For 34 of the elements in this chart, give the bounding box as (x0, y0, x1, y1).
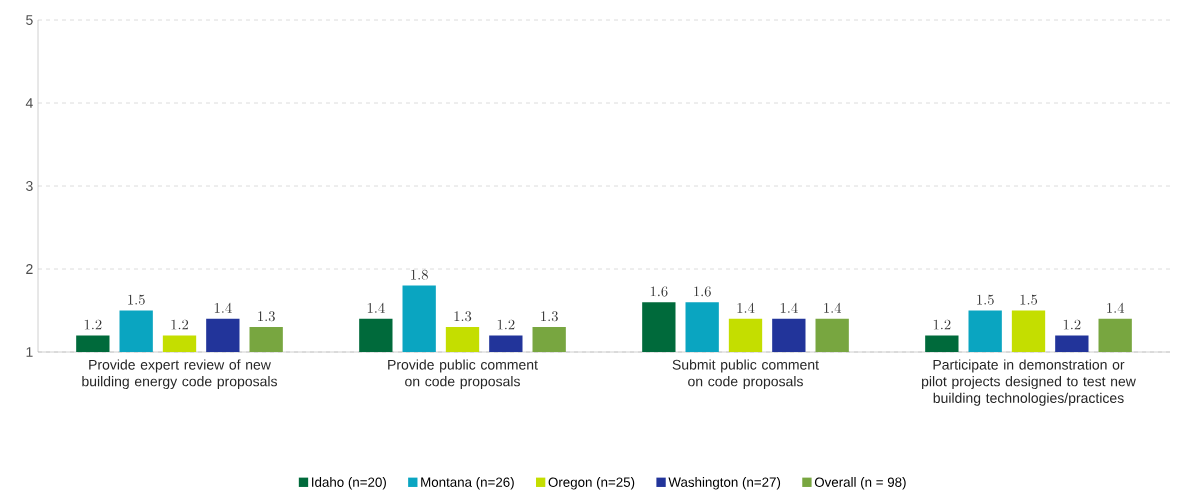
data-label: 1 .2 (1063, 319, 1081, 330)
data-label: 1 .4 (737, 302, 755, 313)
x-tick-label: Participate in demonstration or pilot projects designed to test new building technologies/practices (922, 359, 1136, 406)
data-label: 1 .6 (694, 286, 711, 297)
y-tick-label: 1 (26, 347, 33, 357)
data-label: 1 .2 (84, 319, 102, 330)
data-label: 1 .2 (171, 319, 189, 330)
x-tick-label: Submit public comment on code proposals (672, 359, 819, 390)
x-tick-label: Provide expert review of new building energy code proposals (82, 359, 277, 390)
data-label: 1 .5 (128, 294, 145, 305)
data-label: 1 .4 (367, 302, 385, 313)
data-label: 1 .8 (411, 269, 428, 280)
y-tick-label: 3 (26, 181, 33, 191)
data-label: 1 .5 (977, 294, 994, 305)
y-tick-label: 5 (26, 15, 33, 25)
y-tick-label: 2 (26, 264, 33, 274)
x-tick-label: Provide public comment on code proposals (388, 359, 538, 390)
legend-label: Oregon (n=25) (548, 477, 635, 490)
data-label: 1 .2 (497, 319, 515, 330)
data-label: 1 .4 (780, 302, 798, 313)
data-label: 1 .4 (1107, 302, 1125, 313)
data-label: 1 .5 (1020, 294, 1038, 305)
legend-label: Washington (n=27) (668, 477, 781, 490)
data-label: 1 .3 (541, 311, 558, 322)
legend-label: Montana (n=26) (421, 477, 514, 490)
legend-label: Overall (n = 98) (814, 477, 906, 490)
y-tick-label: 4 (25, 98, 33, 108)
data-label: 1 .3 (258, 311, 275, 322)
data-label: 1 .4 (824, 302, 842, 313)
data-label: 1 .3 (454, 311, 472, 322)
data-label: 1 .4 (214, 302, 232, 313)
data-label: 1 .6 (650, 286, 668, 297)
data-label: 1 .2 (933, 319, 951, 330)
legend-label: Idaho (n=20) (312, 477, 386, 490)
